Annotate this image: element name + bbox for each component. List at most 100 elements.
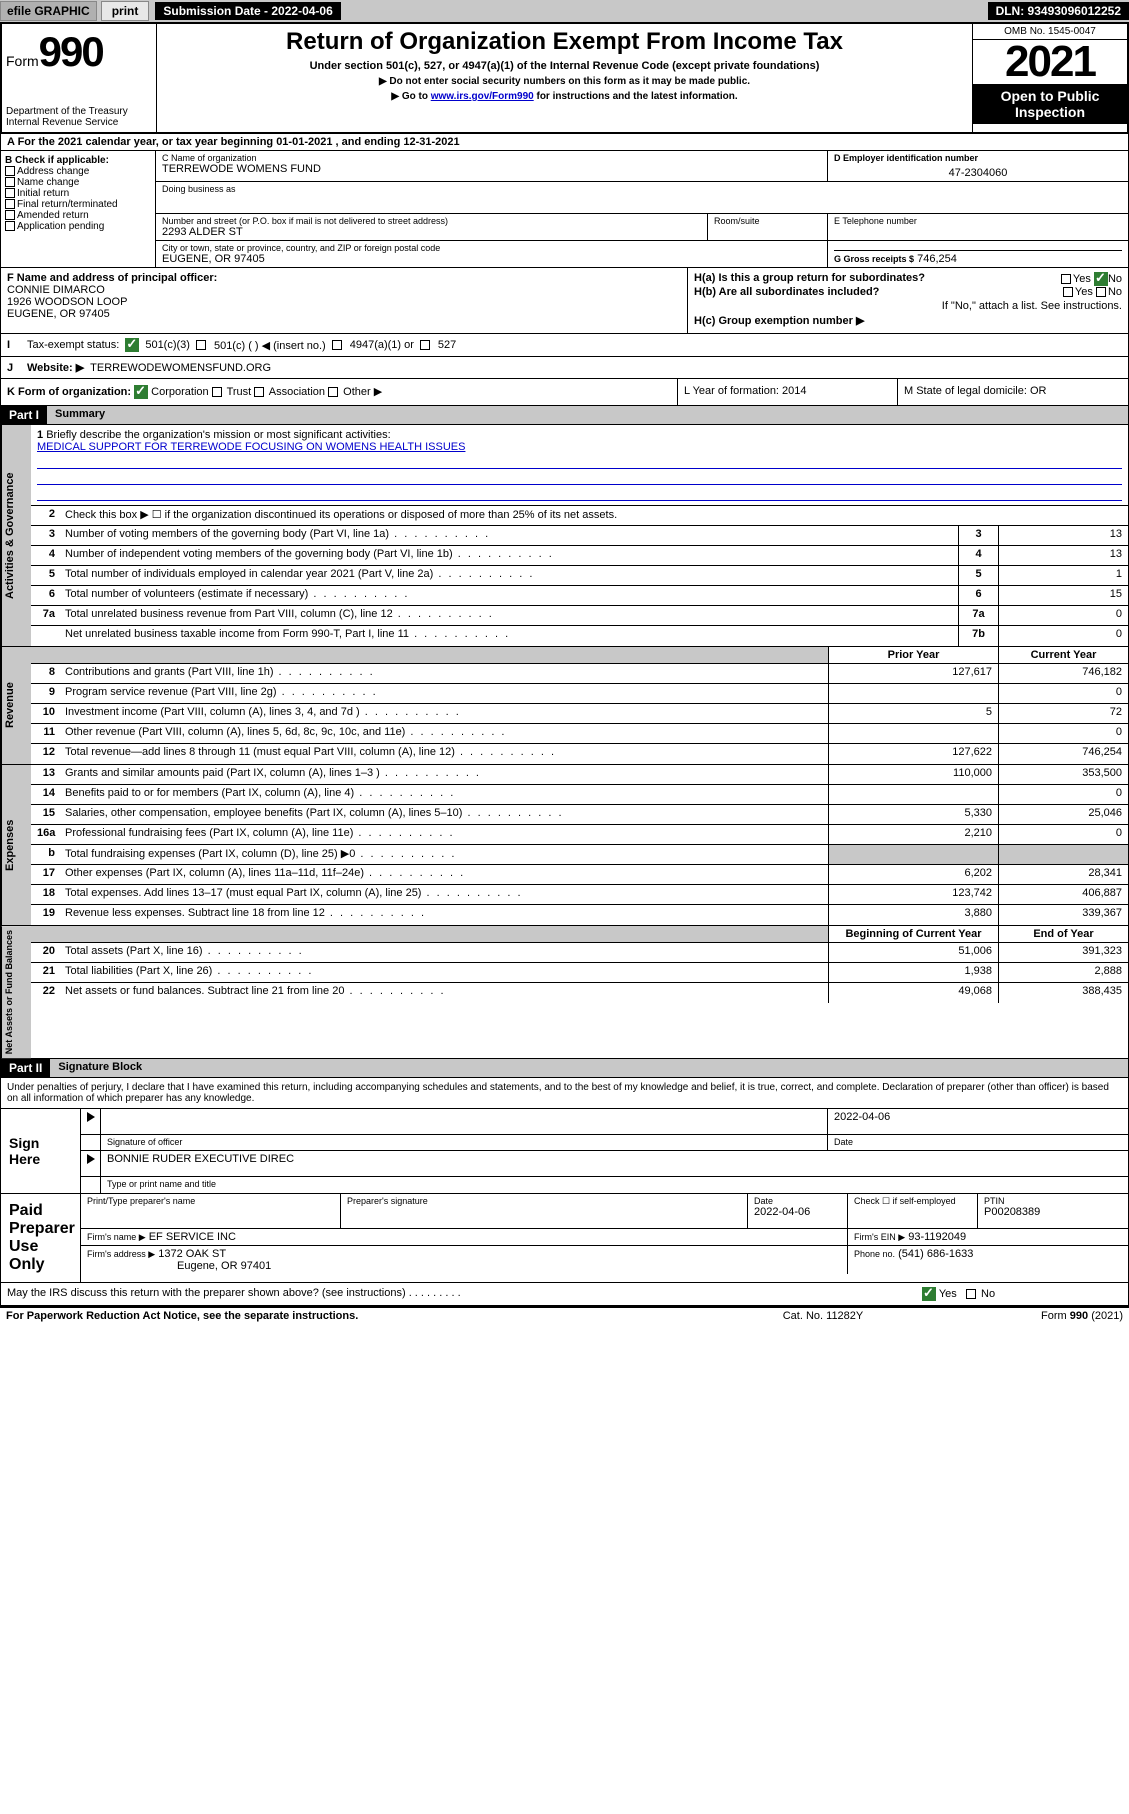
row-i-tax-status: I Tax-exempt status: 501(c)(3) 501(c) ( … [0,334,1129,357]
arrow-icon [87,1154,95,1164]
form-version: Form 990 (2021) [923,1310,1123,1322]
cat-no: Cat. No. 11282Y [723,1310,923,1322]
dln: DLN: 93493096012252 [988,2,1129,20]
summary-line: 17Other expenses (Part IX, column (A), l… [31,865,1128,885]
gross-receipts-value: 746,254 [917,253,957,265]
room-label: Room/suite [714,216,821,226]
gross-receipts-label: G Gross receipts $ [834,254,914,264]
open-to-public: Open to Public Inspection [973,84,1127,124]
mission-label: Briefly describe the organization's miss… [46,429,390,441]
hb-note: If "No," attach a list. See instructions… [694,300,1122,312]
checkbox-final-return[interactable] [5,199,15,209]
city-label: City or town, state or province, country… [162,243,821,253]
checkbox-address-change[interactable] [5,166,15,176]
trust-check[interactable] [212,387,222,397]
assoc-check[interactable] [254,387,264,397]
summary-line: bTotal fundraising expenses (Part IX, co… [31,845,1128,865]
527-check[interactable] [420,340,430,350]
form-number: Form990 [6,28,152,76]
summary-line: 6Total number of volunteers (estimate if… [31,586,1128,606]
website-value: TERREWODEWOMENSFUND.ORG [90,362,271,374]
discuss-yes-checked[interactable] [922,1287,936,1301]
phone-label: E Telephone number [834,216,1122,226]
form-subtitle: Under section 501(c), 527, or 4947(a)(1)… [165,60,964,72]
governance-block: Activities & Governance 1 Briefly descri… [0,425,1129,647]
summary-line: 16aProfessional fundraising fees (Part I… [31,825,1128,845]
current-year-hdr: Current Year [998,647,1128,663]
summary-line: 10Investment income (Part VIII, column (… [31,704,1128,724]
year-formation: L Year of formation: 2014 [678,379,898,405]
summary-line: Net unrelated business taxable income fr… [31,626,1128,646]
summary-line: 7aTotal unrelated business revenue from … [31,606,1128,626]
tax-year: 2021 [973,40,1127,84]
summary-line: 13Grants and similar amounts paid (Part … [31,765,1128,785]
firm-city: Eugene, OR 97401 [177,1260,271,1272]
form-header: Form990 Department of the Treasury Inter… [0,22,1129,134]
checkbox-initial-return[interactable] [5,188,15,198]
summary-line: 18Total expenses. Add lines 13–17 (must … [31,885,1128,905]
summary-line: 3Number of voting members of the governi… [31,526,1128,546]
perjury-statement: Under penalties of perjury, I declare th… [1,1078,1128,1108]
identity-section: B Check if applicable: Address change Na… [0,151,1129,268]
paid-preparer-label: Paid Preparer Use Only [1,1194,81,1282]
officer-name-typed: BONNIE RUDER EXECUTIVE DIREC [101,1151,1128,1176]
checkbox-application-pending[interactable] [5,221,15,231]
officer-name: CONNIE DIMARCO [7,284,681,296]
row-a-tax-year: A For the 2021 calendar year, or tax yea… [0,134,1129,151]
arrow-icon [87,1112,95,1122]
col-b-checkboxes: B Check if applicable: Address change Na… [1,151,156,267]
top-bar: efile GRAPHIC print Submission Date - 20… [0,0,1129,22]
dba-label: Doing business as [162,184,1122,194]
officer-addr2: EUGENE, OR 97405 [7,308,681,320]
hb-yes[interactable] [1063,287,1073,297]
print-button[interactable]: print [101,1,150,21]
state-domicile: M State of legal domicile: OR [898,379,1128,405]
other-check[interactable] [328,387,338,397]
form-note-1: ▶ Do not enter social security numbers o… [165,76,964,87]
ha-no-checked[interactable] [1094,272,1108,286]
hb-no[interactable] [1096,287,1106,297]
row-j-website: J Website: ▶ TERREWODEWOMENSFUND.ORG [0,357,1129,379]
summary-line: 21Total liabilities (Part X, line 26)1,9… [31,963,1128,983]
summary-line: 15Salaries, other compensation, employee… [31,805,1128,825]
checkbox-name-change[interactable] [5,177,15,187]
ein-label: D Employer identification number [834,153,1122,163]
summary-line: 5Total number of individuals employed in… [31,566,1128,586]
name-label: C Name of organization [162,153,821,163]
mission-text: MEDICAL SUPPORT FOR TERREWODE FOCUSING O… [37,441,465,453]
line2: Check this box ▶ ☐ if the organization d… [61,506,1128,525]
date-label: Date [828,1135,1128,1150]
part-1-header: Part I Summary [0,406,1129,425]
sign-here-label: Sign Here [1,1109,81,1193]
form-note-2: ▶ Go to www.irs.gov/Form990 for instruct… [165,91,964,102]
checkbox-amended[interactable] [5,210,15,220]
firm-addr: 1372 OAK ST [158,1248,226,1260]
summary-line: 14Benefits paid to or for members (Part … [31,785,1128,805]
summary-line: 4Number of independent voting members of… [31,546,1128,566]
ha-yes[interactable] [1061,274,1071,284]
discuss-question: May the IRS discuss this return with the… [7,1287,922,1301]
addr-label: Number and street (or P.O. box if mail i… [162,216,701,226]
submission-date: Submission Date - 2022-04-06 [155,2,340,20]
irs-link[interactable]: www.irs.gov/Form990 [431,91,534,102]
summary-line: 20Total assets (Part X, line 16)51,00639… [31,943,1128,963]
firm-ein: 93-1192049 [908,1231,966,1243]
501c-other[interactable] [196,340,206,350]
footer: For Paperwork Reduction Act Notice, see … [0,1307,1129,1324]
ein-value: 47-2304060 [834,167,1122,179]
paperwork-notice: For Paperwork Reduction Act Notice, see … [6,1310,723,1322]
city-value: EUGENE, OR 97405 [162,253,821,265]
officer-label: F Name and address of principal officer: [7,272,681,284]
self-employed-check[interactable]: Check ☐ if self-employed [854,1196,971,1207]
corp-checked[interactable] [134,385,148,399]
efile-button[interactable]: efile GRAPHIC [0,1,97,21]
501c3-checked[interactable] [125,338,139,352]
form-title: Return of Organization Exempt From Incom… [165,28,964,56]
hc-label: H(c) Group exemption number ▶ [694,315,864,327]
4947a1[interactable] [332,340,342,350]
discuss-no[interactable] [966,1289,976,1299]
end-year-hdr: End of Year [998,926,1128,942]
sig-date: 2022-04-06 [828,1109,1128,1134]
summary-line: 8Contributions and grants (Part VIII, li… [31,664,1128,684]
prior-year-hdr: Prior Year [828,647,998,663]
